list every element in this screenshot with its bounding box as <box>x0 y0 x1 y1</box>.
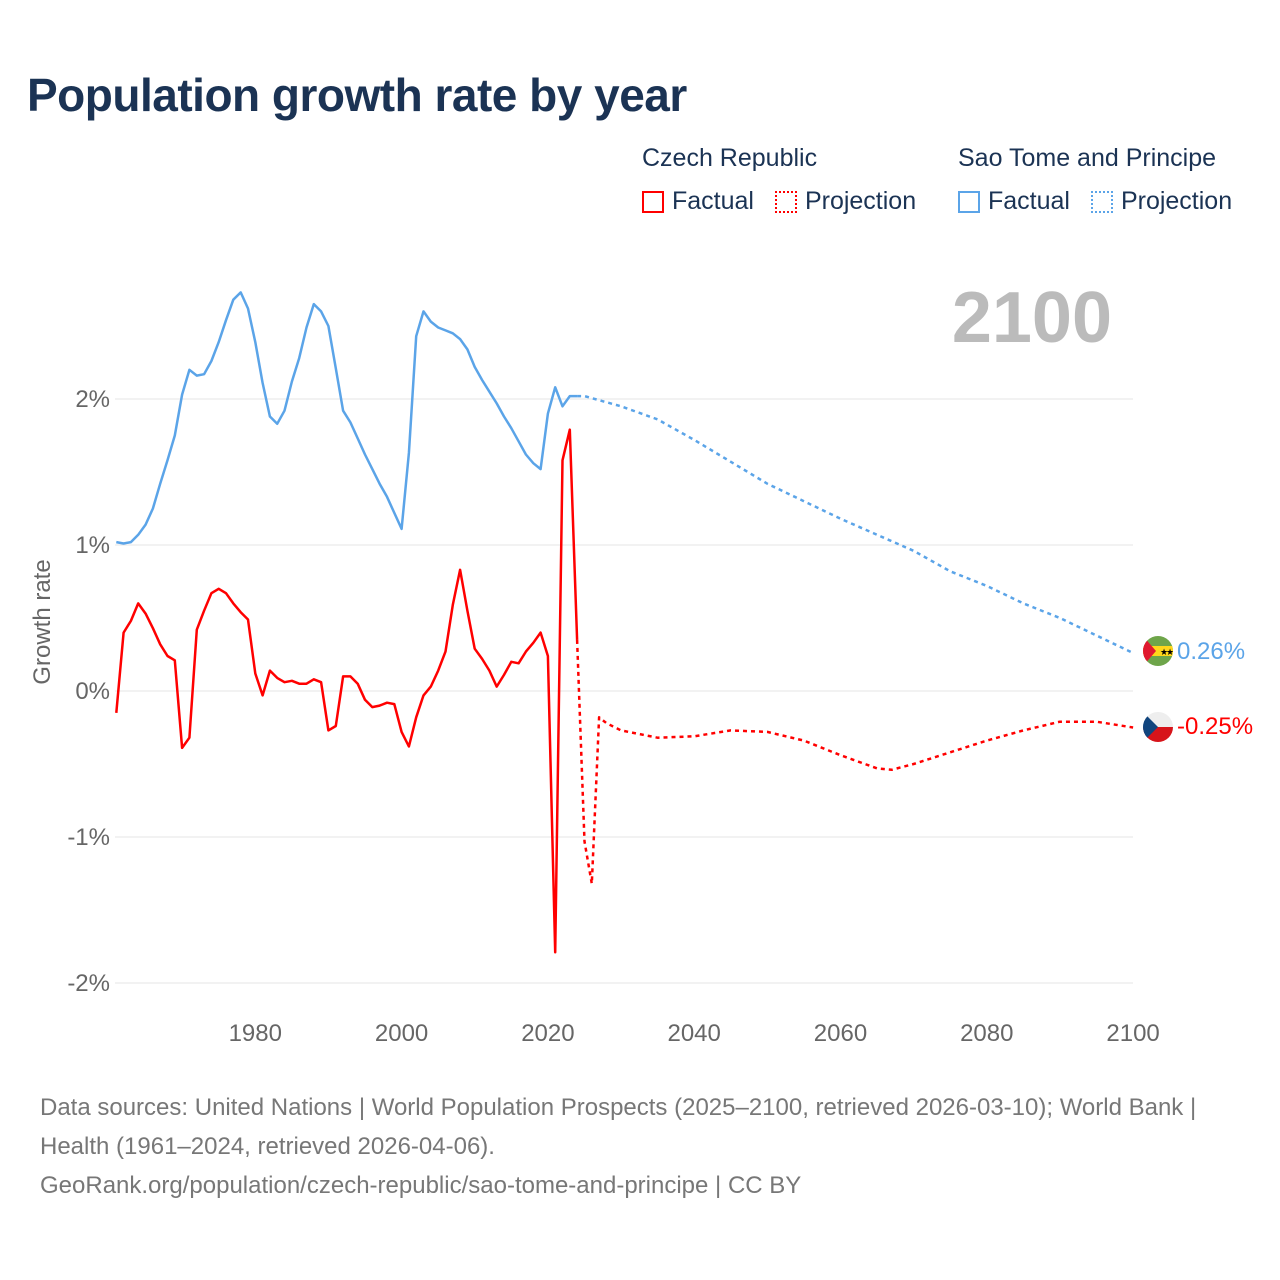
legend-label: Projection <box>1120 187 1233 215</box>
x-tick-label: 2060 <box>814 1020 867 1047</box>
legend-group-title: Sao Tome and Principe <box>958 144 1217 172</box>
source-link[interactable]: GeoRank.org/population/czech-republic/sa… <box>40 1172 802 1199</box>
x-tick-label: 2100 <box>1106 1020 1159 1047</box>
legend-group-title: Czech Republic <box>642 144 818 172</box>
y-tick-label: -1% <box>67 824 110 851</box>
x-tick-label: 2020 <box>521 1020 574 1047</box>
czech-republic-projection-line <box>575 639 1134 885</box>
y-tick-label: 0% <box>75 678 110 705</box>
x-tick-label: 2080 <box>960 1020 1013 1047</box>
sao-tome-end-value: 0.26% <box>1177 638 1245 665</box>
y-tick-label: 1% <box>75 532 110 559</box>
czech-republic-factual-line <box>115 428 579 954</box>
legend-label: Factual <box>988 187 1070 215</box>
chart-title: Population growth rate by year <box>27 69 687 121</box>
czech-flag-icon <box>1143 712 1173 742</box>
legend-label: Factual <box>672 187 754 215</box>
x-tick-label: 1980 <box>229 1020 282 1047</box>
legend-swatch-solid <box>958 190 980 213</box>
legend-swatch-dotted <box>1090 190 1113 213</box>
x-tick-label: 2000 <box>375 1020 428 1047</box>
legend-projection-sao-tome[interactable]: Projection <box>1090 187 1233 216</box>
legend-projection-czech[interactable]: Projection <box>774 187 917 216</box>
y-axis-label: Growth rate <box>29 559 56 684</box>
legend-factual-sao-tome[interactable]: Factual <box>958 187 1070 216</box>
legend-czech-republic: Czech Republic Factual Projection <box>642 144 930 220</box>
svg-text:★: ★ <box>1166 647 1174 657</box>
y-tick-label: -2% <box>67 970 110 997</box>
x-tick-label: 2040 <box>667 1020 720 1047</box>
legend-label: Projection <box>804 187 917 215</box>
footer: Data sources: United Nations | World Pop… <box>40 1088 1240 1205</box>
sao-tome-and-principe-factual-line <box>116 291 578 545</box>
czech-end-value: -0.25% <box>1177 713 1253 740</box>
legend-factual-czech[interactable]: Factual <box>642 187 754 216</box>
legend-swatch-dotted <box>774 190 797 213</box>
legend-swatch-solid <box>642 190 664 213</box>
sao-tome-flag-icon: ★ ★ <box>1143 636 1174 666</box>
year-watermark: 2100 <box>952 278 1112 358</box>
svg-text:★: ★ <box>1160 647 1168 657</box>
y-tick-label: 2% <box>75 386 110 413</box>
sao-tome-and-principe-projection-line <box>577 394 1134 655</box>
data-sources: Data sources: United Nations | World Pop… <box>40 1094 1197 1160</box>
legend-sao-tome: Sao Tome and Principe Factual Projection <box>958 144 1246 220</box>
